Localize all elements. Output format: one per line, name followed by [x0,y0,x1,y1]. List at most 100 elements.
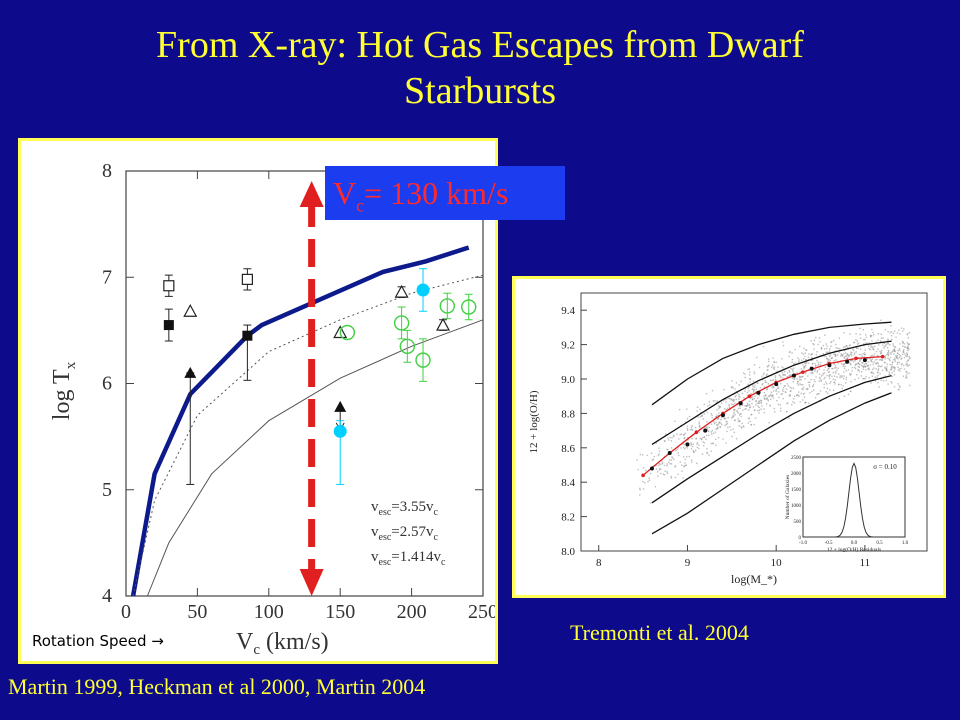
cloud-dot [868,357,870,359]
cloud-dot [896,356,898,358]
inset-annotation: σ = 0.10 [873,463,897,471]
cloud-dot [785,388,788,390]
cloud-dot [820,375,823,377]
cloud-dot [815,376,817,378]
cloud-dot [846,353,848,355]
contour-1 [651,340,892,445]
cloud-dot [858,366,861,368]
cloud-dot [880,319,882,321]
cloud-dot [863,353,866,356]
legend-entry-1-coef: =2.57v [391,524,434,540]
cloud-dot [836,376,838,378]
cloud-dot [802,393,805,395]
x2-tick-label-2: 10 [771,557,783,569]
cloud-dot [841,355,844,357]
cloud-dot [844,355,846,358]
cloud-dot [741,427,743,429]
cloud-dot [852,348,854,351]
cloud-dot [859,327,861,330]
cloud-dot [789,386,791,389]
cloud-dot [764,395,767,397]
cloud-dot [883,347,885,349]
legend-entry-1-sub2: c [434,532,439,543]
cloud-dot [807,387,809,390]
cloud-dot [666,471,668,473]
cloud-dot [804,378,806,380]
cloud-dot [841,387,843,390]
cloud-dot [908,332,911,334]
cloud-dot [856,340,858,342]
cloud-dot [887,338,889,340]
cloud-dot [801,352,803,354]
cloud-dot [845,370,847,372]
cloud-dot [796,381,799,383]
cloud-dot [777,403,780,406]
cloud-dot [688,455,690,458]
cloud-dot [658,463,660,465]
cloud-dot [813,339,816,342]
legend-entry-0-coef: =3.55v [391,499,434,515]
cloud-dot [860,364,863,367]
cloud-dot [907,359,909,362]
cloud-dot [871,372,873,374]
cloud-dot [800,359,803,361]
cloud-dot [771,379,773,382]
cloud-dot [767,358,770,360]
cloud-dot [802,399,804,401]
cloud-dot [715,428,717,431]
cloud-dot [893,366,895,368]
cloud-dot [770,393,772,396]
x2-tick-label-3: 11 [860,557,871,569]
cloud-dot [868,345,870,347]
cloud-dot [720,402,723,404]
cloud-dot [800,392,802,395]
cloud-dot [718,412,720,414]
cloud-dot [903,328,905,330]
cloud-dot [718,417,720,419]
cloud-dot [683,437,685,440]
cloud-dot [683,465,685,468]
cloud-dot [877,333,879,335]
cloud-dot [893,374,896,376]
cloud-dot [763,408,765,410]
cloud-dot [869,364,872,366]
cloud-dot [692,443,694,445]
cloud-dot [766,366,769,368]
cloud-dot [858,370,860,373]
cloud-dot [850,351,852,353]
cloud-dot [666,448,668,451]
cloud-dot [703,413,706,415]
cloud-dot [746,391,749,394]
cloud-dot [673,435,675,438]
cloud-dot [753,372,756,375]
cloud-dot [905,370,907,373]
cloud-dot [892,367,895,369]
cloud-dot [753,364,756,366]
cloud-dot [777,387,780,389]
cloud-dot [798,391,800,393]
cloud-dot [878,359,881,361]
cloud-dot [642,467,645,469]
cloud-dot [881,369,884,371]
cloud-dot [776,393,778,395]
cloud-dot [889,369,892,371]
cloud-dot [905,377,907,379]
cloud-dot [713,421,715,423]
cloud-dot [890,381,892,383]
cloud-dot [771,366,773,368]
cloud-dot [660,472,662,475]
cloud-dot [826,351,829,353]
vc-callout-value: = 130 km/s [364,175,509,211]
cloud-dot [825,355,827,358]
cloud-dot [773,407,775,410]
cloud-dot [687,429,689,431]
cloud-dot [738,401,740,403]
cloud-dot [853,353,855,356]
cloud-dot [874,353,876,355]
cloud-dot [853,341,856,343]
x-tick-label-4: 200 [397,601,427,623]
cloud-dot [858,369,860,371]
marker-9 [333,424,347,438]
cloud-dot [669,463,671,465]
cloud-dot [678,438,680,440]
